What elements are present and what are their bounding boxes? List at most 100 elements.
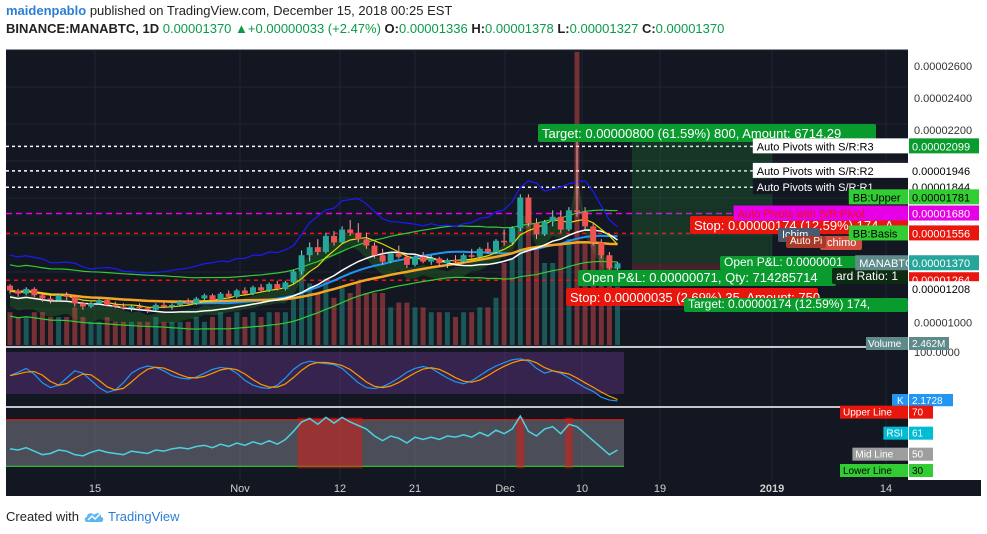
rsi-lower-value: 30	[912, 466, 924, 477]
ma-slow-line	[9, 240, 618, 303]
volume-bar	[226, 317, 232, 345]
footer: Created with TradingView	[6, 509, 180, 524]
candle	[517, 197, 524, 228]
time-tick-label: 15	[89, 483, 101, 495]
level-label: Auto Pivots with S/R:Pivot	[738, 209, 865, 221]
volume-bar	[258, 317, 264, 345]
volume-bar	[177, 321, 183, 345]
volume-bar	[404, 302, 410, 345]
stoch-k-line	[9, 358, 618, 402]
volume-bar	[80, 317, 86, 345]
volume-bar	[282, 312, 288, 345]
volume-bar	[210, 317, 215, 345]
candle	[63, 295, 70, 297]
rsi-overbought-zone	[338, 417, 347, 469]
volume-bar	[39, 312, 45, 345]
rsi-overbought-zone	[305, 417, 314, 469]
volume-label-box	[866, 337, 908, 350]
candle	[501, 240, 508, 243]
low-label: L:	[557, 21, 570, 36]
volume-bar	[420, 307, 426, 345]
level-value-box	[909, 225, 979, 241]
candle	[306, 247, 313, 256]
price-change: +0.00000033 (+2.47%)	[247, 21, 381, 36]
volume-bar	[266, 312, 272, 345]
level-label-box	[848, 189, 908, 205]
tradingview-link[interactable]: TradingView	[108, 509, 180, 524]
time-tick-label: Dec	[495, 483, 515, 495]
tradingview-cloud-icon	[84, 513, 103, 522]
volume-bar	[153, 317, 159, 345]
volume-bar	[315, 293, 321, 345]
volume-bar	[96, 321, 102, 345]
level-value: 0.00002099	[912, 141, 970, 153]
volume-bar	[193, 317, 199, 345]
volume-bar	[363, 293, 369, 345]
target-top-label-box	[538, 124, 876, 142]
open-pnl-back-label: Open P&L: 0.0000001	[724, 255, 843, 269]
stoch-label: K	[897, 396, 904, 407]
symbol-line: BINANCE:MANABTC, 1D 0.00001370 ▲+0.00000…	[6, 21, 724, 36]
rsi-overbought-zone	[354, 417, 363, 469]
volume-bar	[88, 321, 94, 345]
candle	[250, 287, 256, 294]
candle	[549, 216, 556, 222]
candle	[298, 255, 305, 272]
author-name[interactable]: maidenpablo	[6, 3, 87, 18]
level-label-box	[848, 225, 908, 241]
stoch-label-box	[892, 394, 908, 407]
level-value: 0.00001680	[912, 209, 970, 221]
candle	[169, 304, 175, 307]
candle	[428, 258, 435, 262]
rsi-lower-label-box	[840, 464, 908, 477]
rsi-overbought-zone	[564, 417, 573, 469]
close-value: 0.00001370	[655, 21, 725, 36]
price-tick-label: 0.00002200	[914, 125, 972, 137]
candle	[606, 255, 613, 269]
candle	[420, 256, 427, 262]
volume-bar	[185, 321, 191, 345]
rsi-overbought-zone	[516, 417, 525, 469]
candle	[258, 287, 265, 291]
rsi-overbought-zone	[297, 417, 306, 469]
candle	[444, 260, 451, 264]
candle	[322, 235, 329, 253]
level-value: 0.00001556	[912, 228, 970, 240]
volume-value: 2.462M	[912, 339, 945, 350]
volume-bar	[307, 283, 313, 345]
volume-bar	[242, 317, 248, 345]
candle	[468, 255, 475, 257]
volume-bar	[72, 307, 78, 345]
auto-pivot-partial-label-box	[786, 236, 826, 248]
volume-bar	[120, 321, 126, 345]
candle	[15, 290, 22, 294]
volume-bar	[372, 293, 377, 345]
price-tick-label: 0.00001000	[914, 318, 972, 330]
candle	[533, 223, 540, 235]
candle	[160, 304, 167, 307]
time-tick-label: 12	[334, 483, 346, 495]
volume-bar	[347, 293, 353, 345]
candle	[598, 242, 605, 256]
volume-bar	[444, 312, 450, 345]
level-label-box	[752, 138, 908, 154]
candle	[152, 304, 159, 310]
candle	[525, 197, 532, 224]
volume-bar	[469, 312, 475, 345]
ratio-label-box	[832, 268, 908, 284]
candle	[363, 239, 370, 246]
price-tick-label: 0.00002600	[914, 61, 972, 73]
volume-bar	[201, 321, 207, 345]
volume-bar	[461, 312, 467, 345]
target-zone	[632, 134, 772, 264]
candle	[565, 210, 572, 230]
volume-bar	[299, 269, 305, 345]
bb-lower-line	[9, 260, 618, 330]
level-value-box	[909, 162, 979, 178]
open-pnl-label: Open P&L: 0.00000071, Qty: 714285714	[582, 270, 818, 285]
rsi-mid-value: 50	[912, 450, 924, 461]
rsi-overbought-zone	[346, 417, 355, 469]
candle	[290, 271, 297, 283]
rsi-mid-label: Mid Line	[855, 450, 893, 461]
